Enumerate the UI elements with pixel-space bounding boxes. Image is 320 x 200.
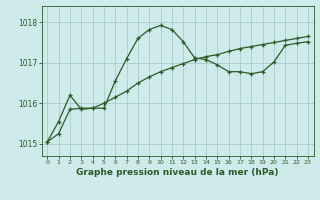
X-axis label: Graphe pression niveau de la mer (hPa): Graphe pression niveau de la mer (hPa) [76, 168, 279, 177]
